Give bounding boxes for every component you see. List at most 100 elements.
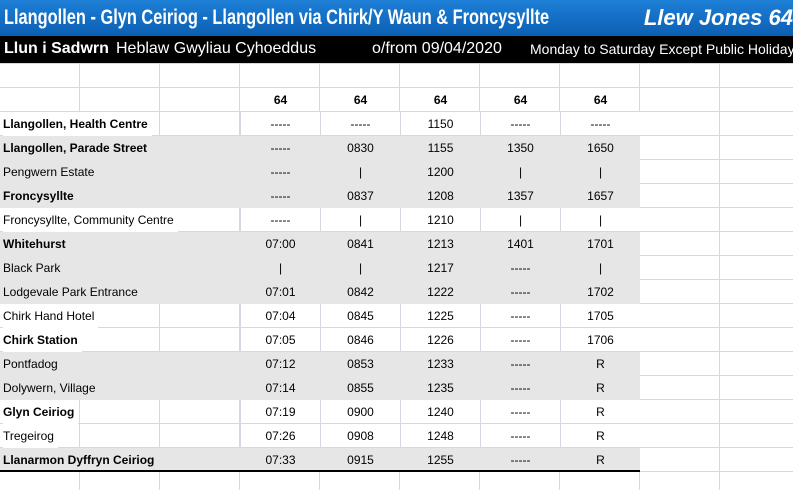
departure-time: 0842 <box>347 285 374 299</box>
departure-time: ----- <box>480 304 560 327</box>
departure-time: 0837 <box>347 189 374 203</box>
table-row: Whitehurst 07:00 0841 1213 1401 1701 <box>0 232 640 256</box>
departure-time: ----- <box>480 328 560 351</box>
table-row: Glyn Ceiriog 07:19 0900 1240 ----- R <box>0 400 640 424</box>
table-end-line <box>0 470 640 472</box>
departure-time: ----- <box>320 112 400 135</box>
departure-time: 0846 <box>320 328 400 351</box>
service-number: 64 <box>353 93 368 107</box>
departure-time: 1225 <box>400 304 480 327</box>
except-welsh: Heblaw Gwyliau Cyhoeddus <box>116 40 317 57</box>
departure-time: R <box>560 400 640 423</box>
departure-time: 07:12 <box>265 357 296 371</box>
departure-time: 1222 <box>427 285 454 299</box>
departure-time: 1350 <box>507 141 534 155</box>
departure-time: 1255 <box>427 453 454 467</box>
table-row: Llangollen, Parade Street ----- 0830 1155 13… <box>0 136 640 160</box>
stop-name: Froncysyllte, Community Centre <box>3 208 178 232</box>
departure-time: 1213 <box>427 237 454 251</box>
departure-time: ----- <box>240 112 320 135</box>
stop-name: Llangollen, Health Centre <box>3 112 152 136</box>
table-row: Tregeirog 07:26 0908 1248 ----- R <box>0 424 640 448</box>
table-row: Llanarmon Dyffryn Ceiriog 07:33 0915 1255 --… <box>0 448 640 472</box>
service-number: 64 <box>593 93 608 107</box>
departure-time: ----- <box>510 381 531 395</box>
stop-name: Tregeirog <box>3 424 58 448</box>
table-row: Pengwern Estate ----- | 1200 | | <box>0 160 640 184</box>
departure-time: 1705 <box>560 304 640 327</box>
days-bar: Llun i Sadwrn Heblaw Gwyliau Cyhoeddus o… <box>0 36 793 63</box>
departure-time: R <box>596 357 605 371</box>
departure-time: 1401 <box>507 237 534 251</box>
table-row: Pontfadog 07:12 0853 1233 ----- R <box>0 352 640 376</box>
stop-name: Chirk Hand Hotel <box>3 304 99 328</box>
departure-time: 0915 <box>347 453 374 467</box>
departure-time: 1155 <box>427 141 454 155</box>
departure-time: ----- <box>480 424 560 447</box>
table-row: Black Park | | 1217 ----- | <box>0 256 640 280</box>
departure-time: | <box>358 261 363 275</box>
service-number: 64 <box>433 93 448 107</box>
departure-time: | <box>560 208 640 231</box>
table-row: Llangollen, Health Centre ----- ----- 1150-… <box>0 112 640 136</box>
stop-name: Dolywern, Village <box>3 381 96 395</box>
departure-time: | <box>358 165 363 179</box>
departure-time: 0830 <box>347 141 374 155</box>
days-welsh: Llun i Sadwrn <box>4 40 109 57</box>
departure-time: R <box>560 424 640 447</box>
stop-name: Pontfadog <box>3 357 58 371</box>
table-row: Chirk Station 07:05 0846 1226 ----- 1706 <box>0 328 640 352</box>
departure-time: 1210 <box>400 208 480 231</box>
departure-time: 1248 <box>400 424 480 447</box>
stop-name: Chirk Station <box>3 328 82 352</box>
departure-time: ----- <box>480 400 560 423</box>
departure-time: | <box>278 261 283 275</box>
table-row: Chirk Hand Hotel 07:04 0845 1225 ----- 1705 <box>0 304 640 328</box>
table-row: Dolywern, Village 07:14 0855 1235 ----- R <box>0 376 640 400</box>
days-english: Monday to Saturday Except Public Holiday… <box>530 41 793 57</box>
table-row: Froncysyllte, Community Centre ----- | 1210… <box>0 208 640 232</box>
stop-name: Froncysyllte <box>3 189 74 203</box>
departure-time: ----- <box>510 453 531 467</box>
departure-time: | <box>598 165 603 179</box>
departure-time: 1657 <box>587 189 614 203</box>
departure-time: 1233 <box>427 357 454 371</box>
departure-time: 07:01 <box>265 285 296 299</box>
departure-time: | <box>480 208 560 231</box>
departure-time: 0853 <box>347 357 374 371</box>
departure-time: 1240 <box>400 400 480 423</box>
stop-name: Whitehurst <box>3 237 66 251</box>
stop-name: Glyn Ceiriog <box>3 400 79 424</box>
departure-time: 07:33 <box>265 453 296 467</box>
departure-time: ----- <box>240 208 320 231</box>
stop-name: Llanarmon Dyffryn Ceiriog <box>3 453 155 467</box>
table-row: Froncysyllte ----- 0837 1208 1357 1657 <box>0 184 640 208</box>
departure-time: ----- <box>510 285 531 299</box>
departure-time: | <box>518 165 523 179</box>
departure-time: ----- <box>510 357 531 371</box>
departure-time: 1208 <box>427 189 454 203</box>
stop-name: Black Park <box>3 261 61 275</box>
departure-time: ----- <box>560 112 640 135</box>
stop-name: Llangollen, Parade Street <box>3 141 148 155</box>
departure-time: 0908 <box>320 424 400 447</box>
departure-time: ----- <box>270 165 291 179</box>
departure-time: ----- <box>480 112 560 135</box>
departure-time: R <box>596 381 605 395</box>
departure-time: 1217 <box>427 261 454 275</box>
route-title: Llangollen - Glyn Ceiriog - Llangollen v… <box>4 6 550 29</box>
stop-name: Lodgevale Park Entrance <box>3 285 138 299</box>
departure-time: 0841 <box>347 237 374 251</box>
departure-time: 0855 <box>347 381 374 395</box>
departure-time: 0900 <box>320 400 400 423</box>
title-bar: Llangollen - Glyn Ceiriog - Llangollen v… <box>0 0 793 36</box>
departure-time: R <box>596 453 605 467</box>
departure-time: | <box>320 208 400 231</box>
departure-time: 07:05 <box>240 328 320 351</box>
departure-time: 0845 <box>320 304 400 327</box>
departure-time: ----- <box>270 141 291 155</box>
operator-label: Llew Jones 64 <box>643 5 793 30</box>
departure-time: 07:04 <box>240 304 320 327</box>
departure-time: ----- <box>270 189 291 203</box>
service-header-row: 64 64 64 64 64 <box>0 87 640 111</box>
